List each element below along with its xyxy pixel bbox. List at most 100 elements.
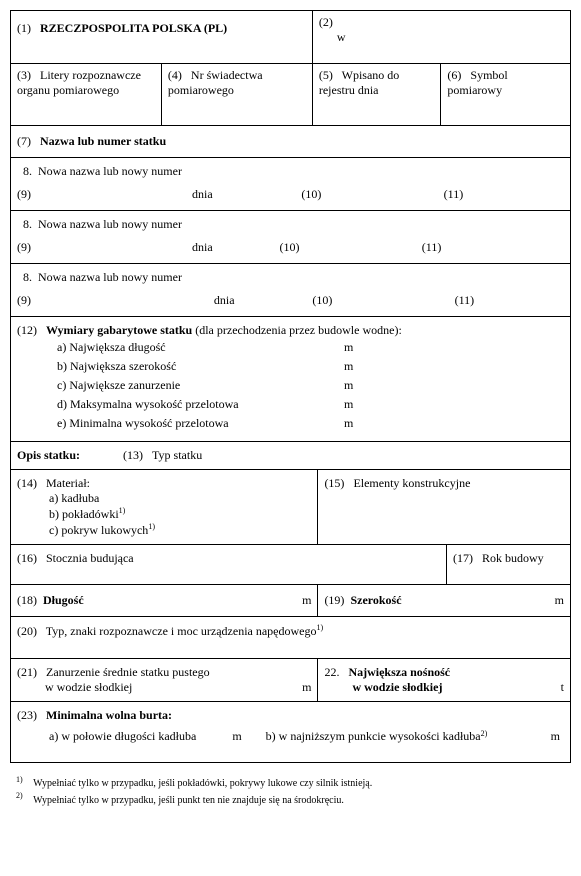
row-8-a: 8. Nowa nazwa lub nowy numer (9) dnia (1… — [11, 158, 570, 211]
field-3-text: Litery rozpoznawcze organu pomiarowego — [17, 68, 141, 97]
field-17-text: Rok budowy — [482, 551, 544, 565]
row-7: (7) Nazwa lub numer statku — [11, 126, 570, 158]
dim-c: c) Największe zanurzenie — [57, 378, 344, 393]
field-12-num: (12) — [17, 323, 37, 337]
fn1-text: Wypełniać tylko w przypadku, jeśli pokła… — [33, 778, 372, 789]
field-8c-num: 8. — [23, 270, 32, 285]
row-8-b: 8. Nowa nazwa lub nowy numer (9) dnia (1… — [11, 211, 570, 264]
field-19-unit: m — [555, 593, 564, 608]
field-22-unit: t — [561, 680, 564, 695]
field-17-num: (17) — [453, 551, 473, 565]
dim-d-unit: m — [344, 397, 564, 412]
form-outer: (1) RZECZPOSPOLITA POLSKA (PL) (2) w (3)… — [10, 10, 571, 763]
field-20-num: (20) — [17, 624, 37, 638]
dim-b: b) Największa szerokość — [57, 359, 344, 374]
dim-d: d) Maksymalna wysokość przelotowa — [57, 397, 344, 412]
fn2-sup: 2) — [16, 791, 23, 800]
field-1-num: (1) — [17, 21, 31, 35]
field-9a-dnia: dnia — [192, 187, 301, 202]
field-15-text: Elementy konstrukcyjne — [353, 476, 470, 490]
field-18-text: Długość — [43, 593, 302, 608]
field-11a: (11) — [444, 187, 564, 202]
field-1-text: RZECZPOSPOLITA POLSKA (PL) — [40, 21, 227, 35]
field-19-num: (19) — [324, 593, 344, 608]
field-15-num: (15) — [324, 476, 344, 490]
field-8c-text: Nowa nazwa lub nowy numer — [38, 270, 182, 285]
field-10b: (10) — [280, 240, 422, 255]
field-10a: (10) — [301, 187, 443, 202]
field-8b-text: Nowa nazwa lub nowy numer — [38, 217, 182, 232]
mat-a: a) kadłuba — [17, 491, 311, 506]
field-9a: (9) — [17, 187, 192, 202]
row-opis: Opis statku: (13) Typ statku — [11, 442, 570, 470]
field-21-text1: Zanurzenie średnie statku pustego — [46, 665, 210, 679]
field-13-text: Typ statku — [152, 448, 202, 462]
row-20: (20) Typ, znaki rozpoznawcze i moc urząd… — [11, 617, 570, 659]
dim-a-unit: m — [344, 340, 564, 355]
field-23-b: b) w najniższym punkcie wysokości kadłub… — [266, 729, 481, 744]
field-23-b-sup: 2) — [481, 729, 488, 744]
row-8-c: 8. Nowa nazwa lub nowy numer (9) dnia (1… — [11, 264, 570, 317]
fn2-text: Wypełniać tylko w przypadku, jeśli punkt… — [33, 795, 344, 806]
field-11b: (11) — [422, 240, 564, 255]
field-12-suffix: (dla przechodzenia przez budowle wodne): — [195, 323, 402, 337]
row-14-15: (14) Materiał: a) kadłuba b) pokładówki1… — [11, 470, 570, 545]
field-14-num: (14) — [17, 476, 37, 490]
field-8a-text: Nowa nazwa lub nowy numer — [38, 164, 182, 179]
field-10c: (10) — [312, 293, 454, 308]
field-6-num: (6) — [447, 68, 461, 82]
field-9b: (9) — [17, 240, 192, 255]
field-21-text2: w wodzie słodkiej — [45, 680, 302, 695]
field-22-num: 22. — [324, 665, 339, 679]
field-21-unit: m — [302, 680, 311, 695]
field-23-a: a) w połowie długości kadłuba — [49, 729, 196, 744]
dim-c-unit: m — [344, 378, 564, 393]
mat-c: c) pokryw lukowych — [49, 523, 148, 537]
field-3-num: (3) — [17, 68, 31, 82]
field-9b-dnia: dnia — [192, 240, 280, 255]
field-4-text: Nr świadectwa pomiarowego — [168, 68, 263, 97]
row-18-19: (18) Długość m (19) Szerokość m — [11, 585, 570, 617]
field-18-unit: m — [302, 593, 311, 608]
field-18-num: (18) — [17, 593, 37, 608]
field-8a-num: 8. — [23, 164, 32, 179]
field-14-title: Materiał: — [46, 476, 90, 490]
field-12-title: Wymiary gabarytowe statku — [46, 323, 192, 337]
mat-c-sup: 1) — [148, 522, 155, 531]
field-9c-dnia: dnia — [214, 293, 312, 308]
field-21-num: (21) — [17, 665, 37, 679]
row-23: (23) Minimalna wolna burta: a) w połowie… — [11, 702, 570, 762]
mat-b-sup: 1) — [119, 506, 126, 515]
field-16-num: (16) — [17, 551, 37, 565]
field-2-num: (2) — [319, 15, 564, 30]
field-11c: (11) — [455, 293, 564, 308]
dim-e-unit: m — [344, 416, 564, 431]
mat-b: b) pokładówki — [49, 507, 119, 521]
field-9c: (9) — [17, 293, 214, 308]
field-2-text: w — [319, 30, 564, 45]
opis-label: Opis statku: — [17, 448, 80, 462]
field-20-sup: 1) — [317, 623, 324, 632]
field-22-text2: w wodzie słodkiej — [352, 680, 560, 695]
dim-b-unit: m — [344, 359, 564, 374]
field-23-a-unit: m — [232, 729, 241, 744]
row-2: (3) Litery rozpoznawcze organu pomiarowe… — [11, 64, 570, 126]
field-5-num: (5) — [319, 68, 333, 82]
field-20-text: Typ, znaki rozpoznawcze i moc urządzenia… — [46, 624, 317, 638]
field-23-num: (23) — [17, 708, 37, 722]
field-7-num: (7) — [17, 134, 31, 148]
dim-a: a) Największa długość — [57, 340, 344, 355]
field-13-num: (13) — [123, 448, 143, 462]
row-12: (12) Wymiary gabarytowe statku (dla prze… — [11, 317, 570, 442]
field-16-text: Stocznia budująca — [46, 551, 134, 565]
row-21-22: (21) Zanurzenie średnie statku pustego w… — [11, 659, 570, 702]
field-7-text: Nazwa lub numer statku — [40, 134, 166, 148]
field-23-title: Minimalna wolna burta: — [46, 708, 172, 722]
field-4-num: (4) — [168, 68, 182, 82]
footnotes: 1) Wypełniać tylko w przypadku, jeśli po… — [10, 763, 571, 812]
field-23-b-unit: m — [551, 729, 564, 744]
row-1: (1) RZECZPOSPOLITA POLSKA (PL) (2) w — [11, 11, 570, 64]
dim-e: e) Minimalna wysokość przelotowa — [57, 416, 344, 431]
row-16-17: (16) Stocznia budująca (17) Rok budowy — [11, 545, 570, 585]
fn1-sup: 1) — [16, 775, 23, 784]
